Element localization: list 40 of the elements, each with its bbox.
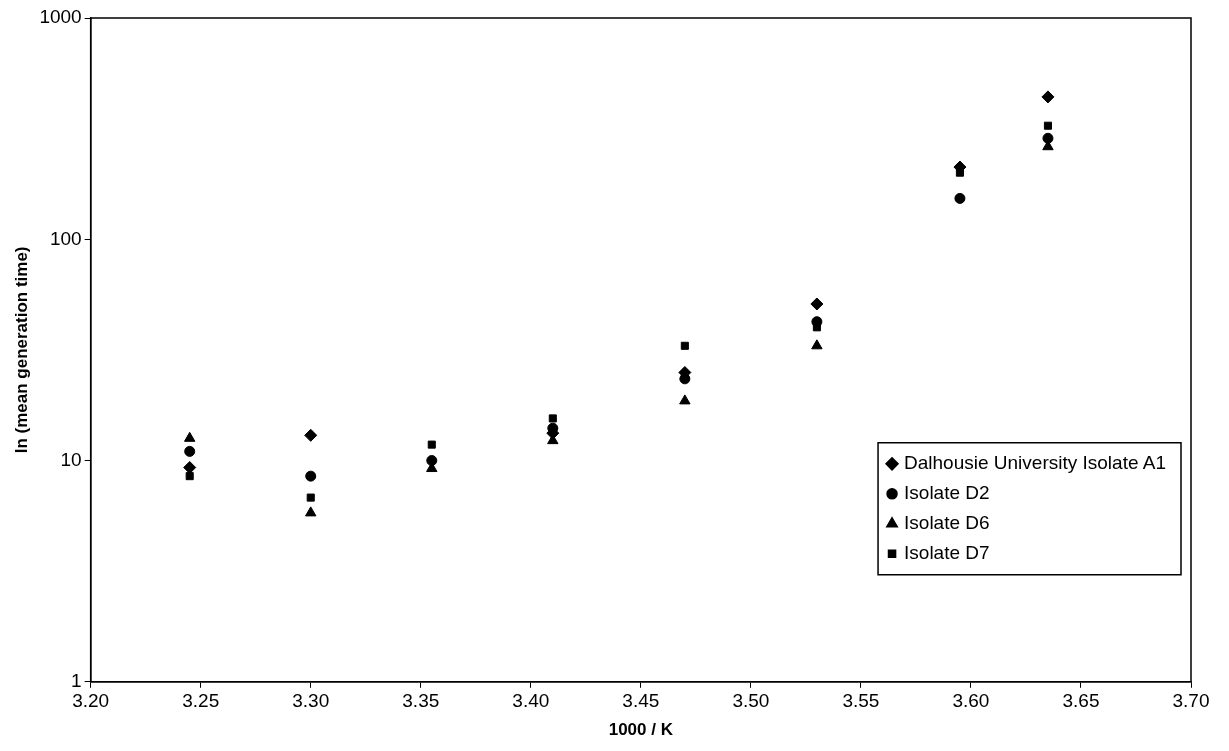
y-tick-label: 10: [60, 448, 82, 470]
y-tick-label: 1: [71, 670, 82, 692]
y-axis-title: ln (mean generation time): [11, 246, 31, 454]
x-tick-label: 3.30: [292, 690, 330, 712]
point: [954, 192, 966, 204]
point: [679, 394, 691, 405]
point: [810, 297, 824, 311]
x-tick-label: 3.70: [1172, 690, 1210, 712]
x-tick-label: 3.50: [732, 690, 770, 712]
x-tick-label: 3.65: [1062, 690, 1100, 712]
point: [811, 339, 823, 350]
point: [183, 461, 197, 475]
point: [427, 440, 436, 449]
point: [1043, 121, 1052, 130]
x-tick-label: 3.60: [952, 690, 990, 712]
y-tick-label: 100: [49, 227, 82, 249]
x-tick-label: 3.25: [182, 690, 220, 712]
point: [304, 428, 318, 442]
x-tick-label: 3.45: [622, 690, 660, 712]
legend-label: Isolate D2: [904, 482, 990, 504]
point: [680, 341, 689, 350]
y-tick-label: 1000: [39, 6, 82, 28]
point: [305, 470, 317, 482]
x-axis-title: 1000 / K: [608, 720, 674, 740]
point: [548, 414, 557, 423]
x-tick-label: 3.40: [512, 690, 550, 712]
point: [185, 472, 194, 481]
legend-label: Isolate D6: [904, 512, 990, 534]
legend-label: Dalhousie University Isolate A1: [904, 452, 1166, 474]
point: [184, 431, 196, 442]
point: [1041, 90, 1055, 104]
x-tick-label: 3.20: [72, 690, 110, 712]
point: [1042, 132, 1054, 144]
point: [306, 493, 315, 502]
point: [305, 506, 317, 517]
x-tick-label: 3.35: [402, 690, 440, 712]
legend-label: Isolate D7: [904, 542, 990, 564]
point: [184, 445, 196, 457]
point: [426, 455, 438, 467]
x-tick-label: 3.55: [842, 690, 880, 712]
